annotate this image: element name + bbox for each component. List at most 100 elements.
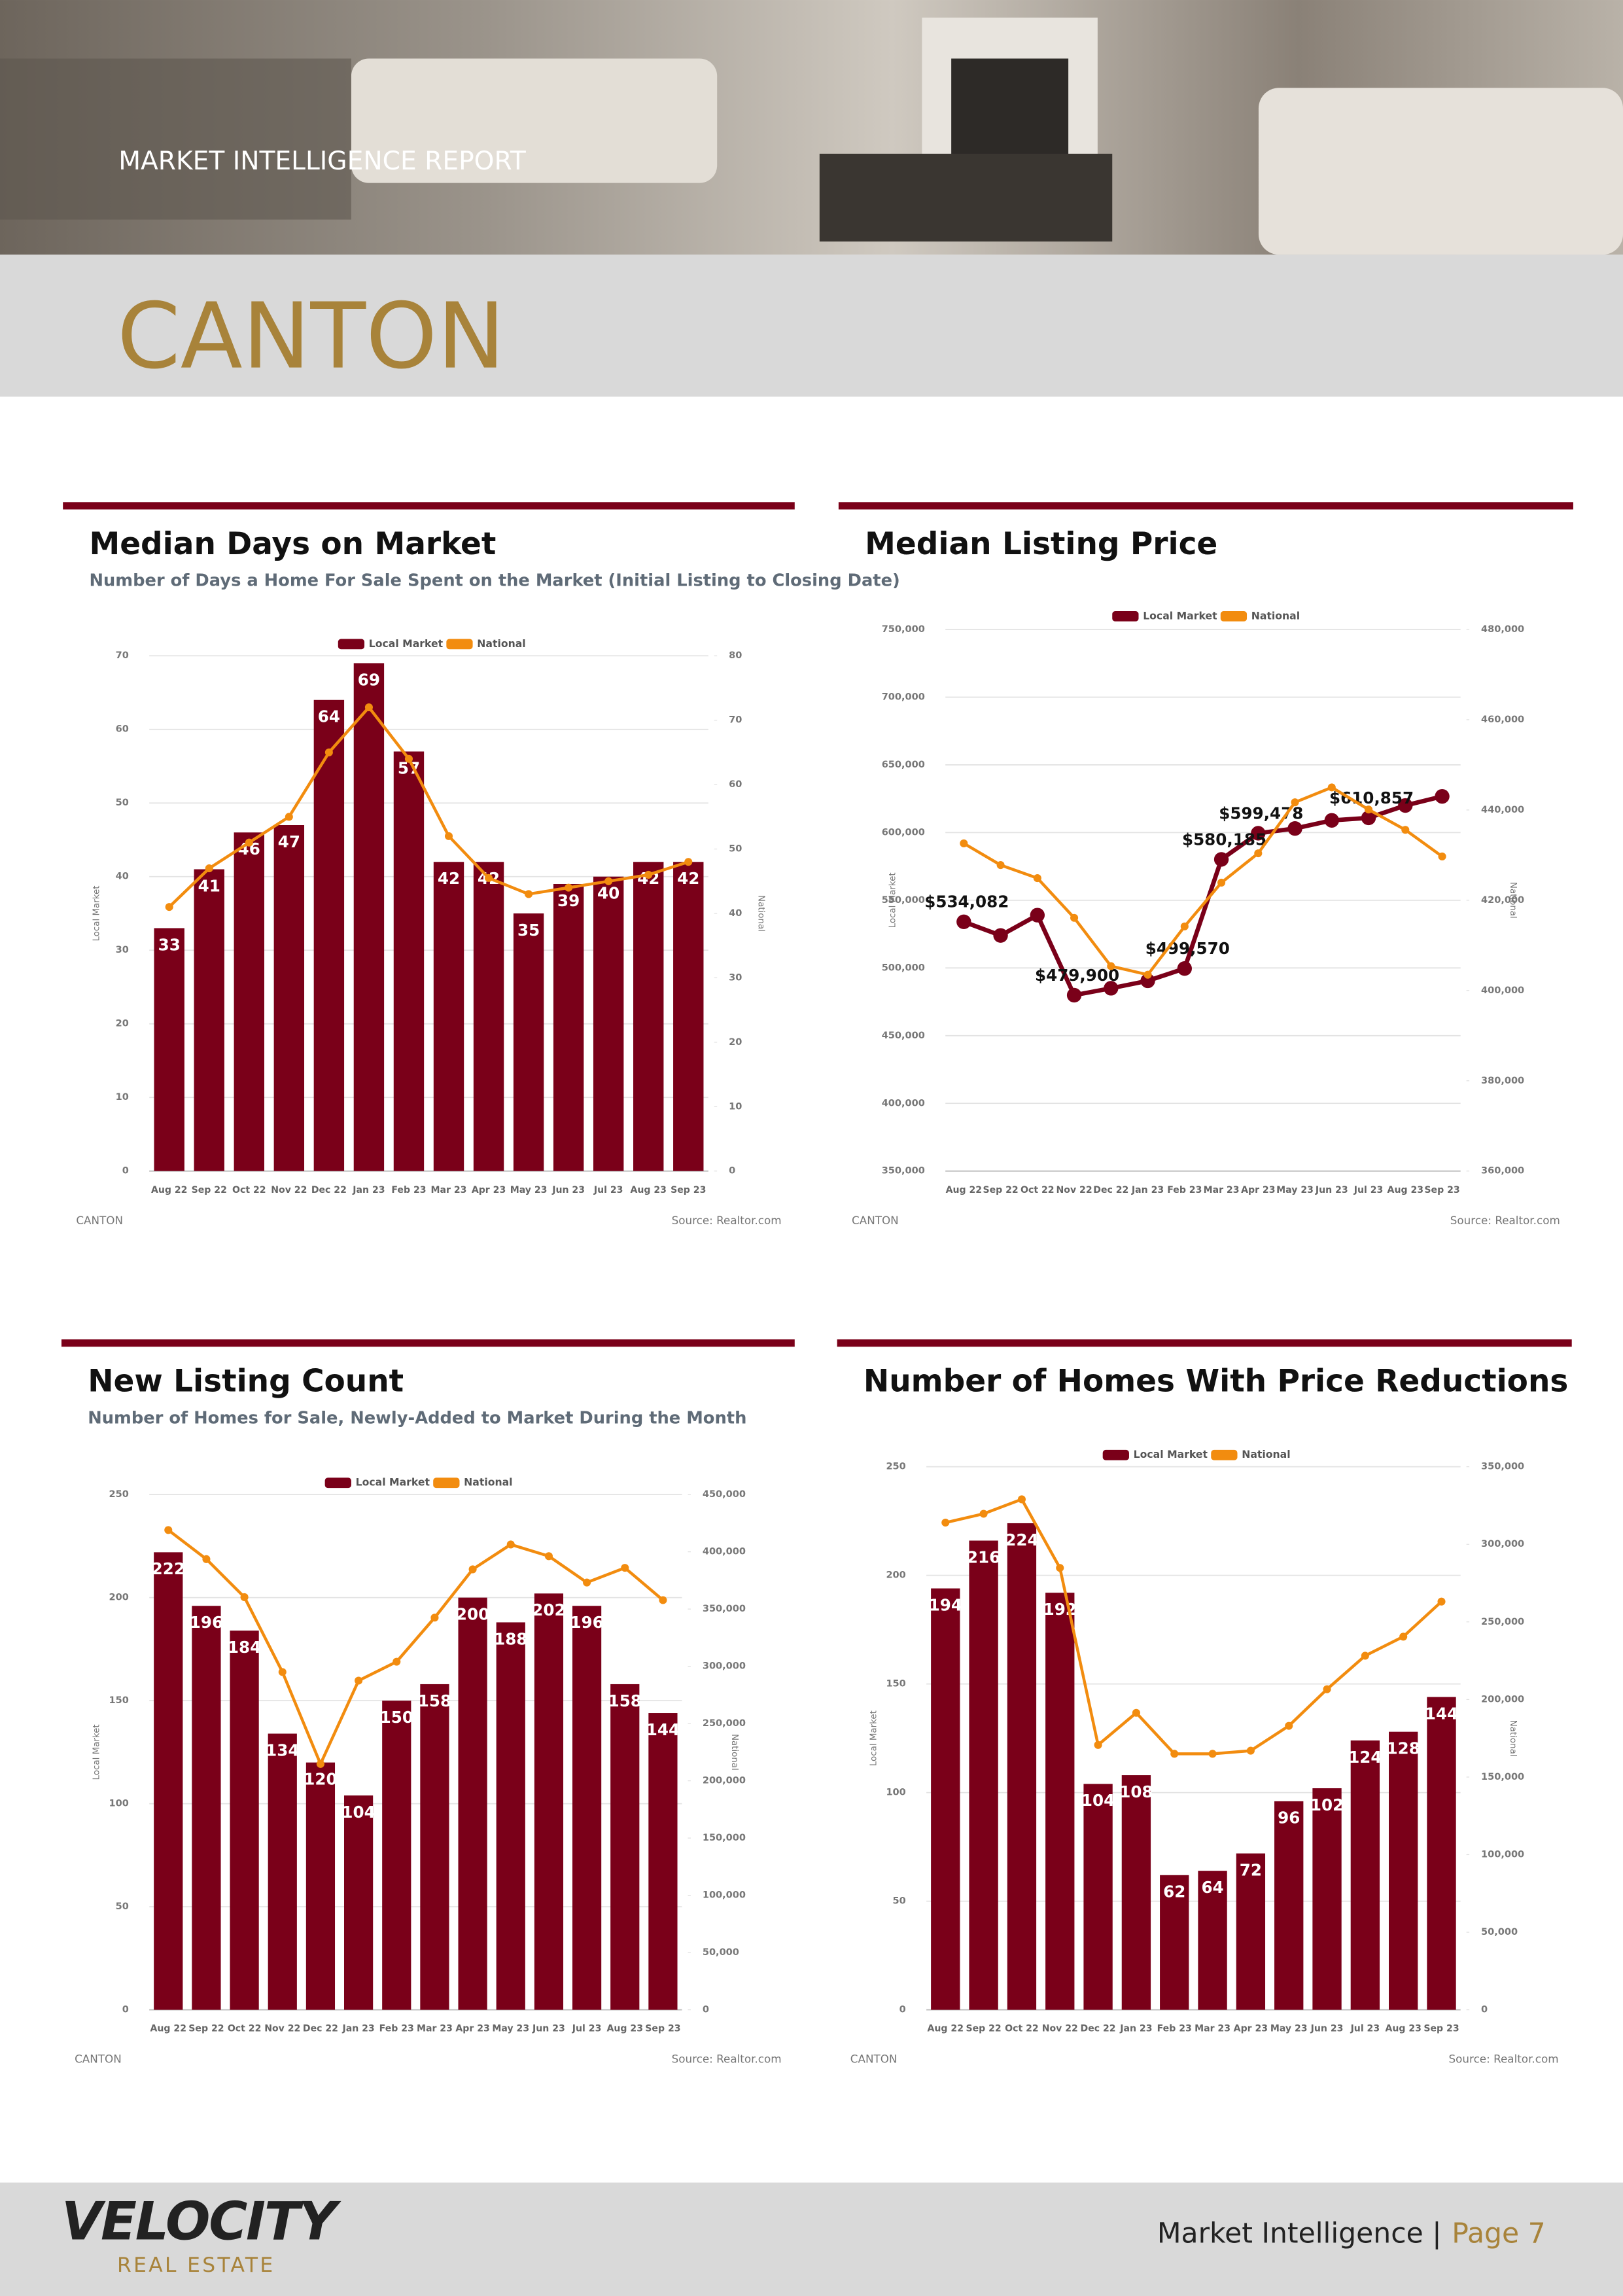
bar-label: 120 xyxy=(304,1769,337,1788)
y-tick-label: 100 xyxy=(109,1799,129,1809)
point xyxy=(1285,1722,1293,1730)
x-tick-label: Feb 23 xyxy=(379,2024,414,2034)
x-tick-label: Feb 23 xyxy=(1157,2024,1192,2034)
legend-swatch xyxy=(446,639,473,650)
y-tick-label: 60 xyxy=(116,724,129,735)
point xyxy=(165,903,173,911)
bar-label: 42 xyxy=(438,869,460,888)
y2-tick-label: 440,000 xyxy=(1481,805,1524,815)
x-tick-label: Jun 23 xyxy=(1310,2024,1344,2034)
chart-title: Median Listing Price xyxy=(865,526,1217,562)
y-tick-label: 700,000 xyxy=(882,692,925,702)
x-tick-label: Feb 23 xyxy=(1167,1185,1202,1195)
bar-label: 158 xyxy=(608,1691,642,1710)
series-line xyxy=(167,1528,664,1768)
y-axis-title: Local Market xyxy=(869,1710,879,1766)
legend-swatch xyxy=(324,1477,351,1489)
report-label: MARKET INTELLIGENCE REPORT xyxy=(118,147,527,176)
point xyxy=(245,838,253,847)
x-tick-label: Mar 23 xyxy=(431,1185,467,1195)
page-number: Page 7 xyxy=(1452,2218,1545,2250)
x-tick-label: Feb 23 xyxy=(391,1185,426,1195)
y2-tick-label: 480,000 xyxy=(1481,624,1524,635)
bar-label: 40 xyxy=(597,884,620,903)
point xyxy=(1094,1740,1102,1749)
bar-label: 216 xyxy=(967,1547,1000,1566)
footer-label: Market Intelligence | xyxy=(1157,2218,1442,2250)
point xyxy=(996,861,1005,870)
legend-swatch xyxy=(1102,1449,1129,1460)
x-tick-label: Mar 23 xyxy=(417,2024,453,2034)
point xyxy=(684,858,693,866)
x-tick-label: Nov 22 xyxy=(264,2024,300,2034)
point xyxy=(1324,813,1339,828)
bar xyxy=(534,1593,564,2010)
chart-source: Source: Realtor.com xyxy=(1449,2053,1559,2066)
bar xyxy=(513,913,544,1171)
x-tick-label: Sep 23 xyxy=(1424,1185,1459,1195)
bar-label: 62 xyxy=(1163,1882,1185,1901)
panel-rule xyxy=(63,502,795,510)
point xyxy=(1435,788,1450,804)
legend-label: Local Market xyxy=(369,637,444,650)
bar xyxy=(473,862,504,1171)
x-tick-label: May 23 xyxy=(1270,2024,1308,2034)
chart-footnote: CANTON xyxy=(75,2053,122,2066)
x-tick-label: Jun 23 xyxy=(1315,1185,1348,1195)
chart-footnote: CANTON xyxy=(850,2053,898,2066)
x-tick-label: May 23 xyxy=(492,2024,529,2034)
point xyxy=(1361,810,1376,826)
point xyxy=(1056,1564,1064,1572)
point xyxy=(1361,1651,1369,1660)
panel-rule xyxy=(837,1339,1572,1347)
point xyxy=(1213,852,1229,867)
point xyxy=(621,1564,629,1572)
y-tick-label: 40 xyxy=(116,872,129,882)
bar xyxy=(420,1684,449,2010)
y2-tick-label: 380,000 xyxy=(1481,1076,1524,1086)
y-tick-label: 20 xyxy=(116,1019,129,1029)
point xyxy=(1030,908,1045,923)
x-tick-label: Sep 23 xyxy=(645,2024,680,2034)
x-tick-label: Nov 22 xyxy=(1056,1185,1092,1195)
x-tick-label: Mar 23 xyxy=(1195,2024,1230,2034)
point xyxy=(355,1676,363,1685)
x-tick-label: Oct 22 xyxy=(228,2024,262,2034)
bar-label: 35 xyxy=(517,921,540,940)
y-tick-label: 150 xyxy=(886,1679,905,1689)
y-tick-label: 150 xyxy=(109,1695,129,1706)
legend-label: National xyxy=(1251,609,1300,622)
bar xyxy=(1236,1853,1266,2010)
point xyxy=(1208,1750,1217,1758)
point xyxy=(1291,798,1299,807)
legend-swatch xyxy=(1112,611,1139,622)
point xyxy=(1107,962,1115,970)
y2-tick-label: 420,000 xyxy=(1481,895,1524,906)
legend-label: Local Market xyxy=(1134,1448,1208,1460)
x-tick-label: Dec 22 xyxy=(311,1185,347,1195)
x-tick-label: Oct 22 xyxy=(1005,2024,1039,2034)
point xyxy=(956,914,971,929)
y2-axis-title: National xyxy=(756,895,765,932)
brand-sub: REAL ESTATE xyxy=(117,2253,275,2277)
y2-tick-label: 200,000 xyxy=(703,1776,746,1786)
point xyxy=(1246,1746,1255,1755)
y-tick-label: 250 xyxy=(886,1462,905,1472)
point xyxy=(1251,826,1266,841)
y-tick-label: 250 xyxy=(109,1489,129,1500)
y2-tick-label: 360,000 xyxy=(1481,1166,1524,1176)
bar-label: 64 xyxy=(1201,1878,1223,1897)
y2-tick-label: 250,000 xyxy=(703,1718,746,1729)
legend-label: Local Market xyxy=(1143,609,1217,622)
y2-tick-label: 350,000 xyxy=(703,1604,746,1614)
bar xyxy=(1198,1871,1227,2010)
point xyxy=(1177,961,1192,976)
y2-tick-label: 300,000 xyxy=(703,1661,746,1672)
bar-label: 33 xyxy=(158,935,181,954)
chart-title: Number of Homes With Price Reductions xyxy=(864,1364,1568,1400)
x-tick-label: Aug 22 xyxy=(150,2024,187,2034)
chart-footnote: CANTON xyxy=(76,1214,123,1227)
y2-tick-label: 80 xyxy=(729,650,742,661)
y2-tick-label: 200,000 xyxy=(1481,1694,1524,1704)
point xyxy=(993,928,1008,943)
